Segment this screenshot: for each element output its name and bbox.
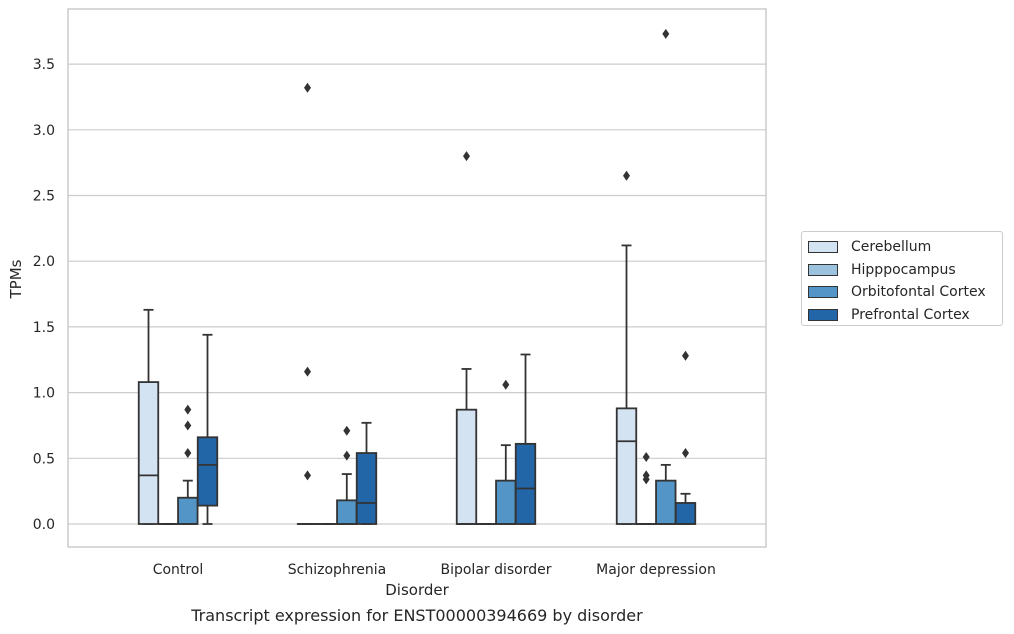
outlier-point bbox=[184, 404, 192, 415]
outlier-point bbox=[502, 379, 510, 390]
y-axis-title: TPMs bbox=[7, 259, 25, 299]
outlier-point bbox=[184, 448, 192, 459]
outlier-point bbox=[642, 470, 650, 481]
box-body bbox=[336, 499, 358, 525]
plot-frame bbox=[67, 8, 767, 548]
y-tick-label: 3.0 bbox=[33, 123, 55, 139]
box-body bbox=[196, 436, 219, 507]
box-1-3 bbox=[355, 421, 378, 525]
box-body bbox=[514, 442, 537, 525]
outlier-point bbox=[682, 350, 689, 361]
box-body bbox=[137, 381, 160, 525]
y-tick-label: 0.0 bbox=[33, 517, 55, 533]
y-tick-labels: 0.0 0.5 1.0 1.5 2.0 2.5 3.0 3.5 bbox=[33, 57, 55, 533]
legend-swatch bbox=[808, 263, 838, 276]
box-body bbox=[355, 452, 378, 525]
box-body bbox=[615, 407, 638, 525]
outlier-point bbox=[642, 451, 650, 462]
box-plot-marks bbox=[137, 28, 697, 525]
box-0-3 bbox=[196, 333, 219, 525]
y-tick-label: 3.5 bbox=[33, 57, 55, 73]
legend-swatch bbox=[808, 286, 838, 299]
legend-swatch bbox=[808, 241, 838, 254]
box-3-3 bbox=[674, 350, 697, 525]
legend-label: Prefrontal Cortex bbox=[851, 306, 970, 323]
legend-item: Prefrontal Cortex bbox=[808, 304, 1002, 327]
legend-item: Orbitofontal Cortex bbox=[808, 281, 1002, 304]
outlier-point bbox=[184, 420, 192, 431]
outlier-point bbox=[662, 28, 670, 39]
box-2-0 bbox=[455, 151, 478, 525]
outlier-point bbox=[343, 450, 351, 461]
box-3-1 bbox=[635, 451, 657, 525]
box-2-2 bbox=[495, 379, 517, 525]
box-0-0 bbox=[137, 308, 160, 525]
y-tick-label: 1.0 bbox=[33, 386, 55, 402]
x-tick-label: Control bbox=[153, 562, 204, 578]
box-3-0 bbox=[615, 170, 638, 525]
x-tick-labels: Control Schizophrenia Bipolar disorder Majo… bbox=[153, 562, 716, 578]
legend-label: Orbitofontal Cortex bbox=[851, 284, 986, 301]
outlier-point bbox=[463, 151, 470, 162]
y-tick-label: 2.5 bbox=[33, 189, 55, 205]
x-axis-title: Disorder bbox=[385, 581, 449, 599]
outlier-point bbox=[623, 170, 630, 181]
outlier-point bbox=[304, 82, 311, 93]
box-1-2 bbox=[336, 425, 358, 525]
x-tick-label: Major depression bbox=[596, 562, 716, 578]
box-0-2 bbox=[177, 404, 199, 525]
box-1-0 bbox=[296, 82, 319, 525]
box-body bbox=[674, 502, 697, 525]
y-tick-label: 2.0 bbox=[33, 254, 55, 270]
legend: Cerebellum Hipppocampus Orbitofontal Corte… bbox=[801, 231, 1003, 326]
box-body bbox=[655, 479, 677, 525]
outlier-point bbox=[304, 470, 311, 481]
y-tick-label: 1.5 bbox=[33, 320, 55, 336]
legend-label: Cerebellum bbox=[851, 239, 932, 256]
x-tick-label: Schizophrenia bbox=[288, 562, 386, 578]
outlier-point bbox=[304, 366, 311, 377]
legend-label: Hipppocampus bbox=[851, 261, 956, 278]
box-body bbox=[177, 496, 199, 525]
box-body bbox=[495, 479, 517, 525]
legend-item: Hipppocampus bbox=[808, 259, 1002, 282]
figure-caption: Transcript expression for ENST0000039466… bbox=[191, 606, 643, 625]
outlier-point bbox=[343, 425, 351, 436]
y-tick-label: 0.5 bbox=[33, 451, 55, 467]
legend-item: Cerebellum bbox=[808, 236, 1002, 259]
box-3-2 bbox=[655, 28, 677, 525]
box-body bbox=[455, 408, 478, 525]
x-tick-label: Bipolar disorder bbox=[440, 562, 551, 578]
box-2-3 bbox=[514, 353, 537, 525]
outlier-point bbox=[682, 448, 689, 459]
legend-swatch bbox=[808, 308, 838, 321]
gridlines bbox=[68, 63, 766, 525]
